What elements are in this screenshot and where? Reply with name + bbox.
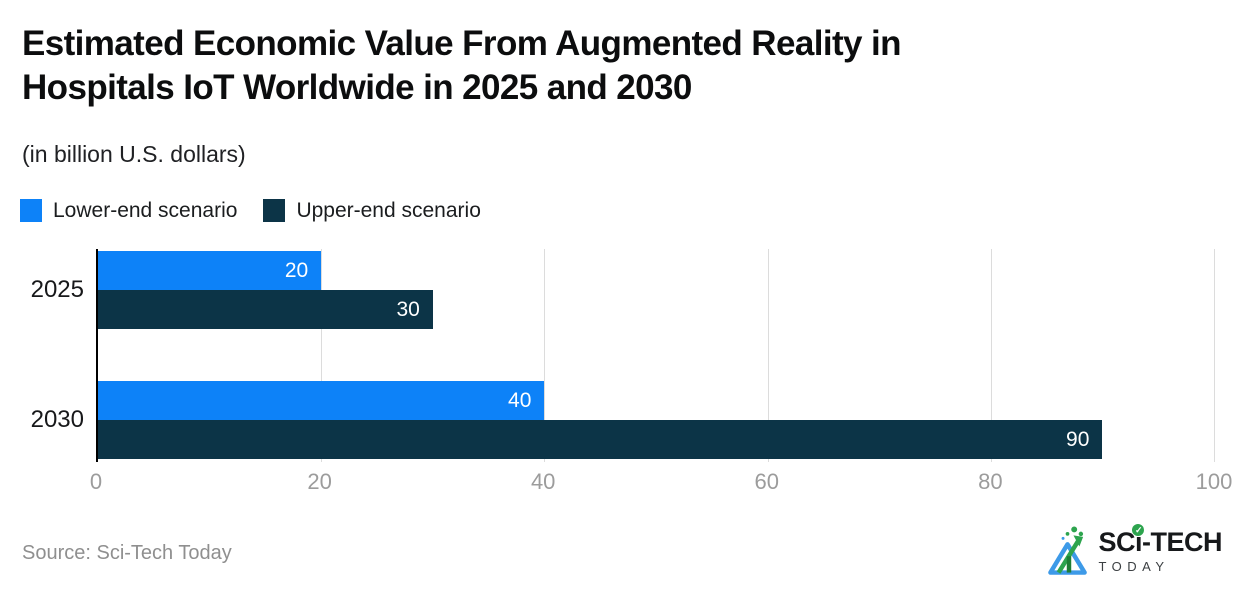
legend-item-lower-end: Lower-end scenario — [20, 199, 237, 223]
brand-check-icon: ✓ — [1132, 524, 1145, 537]
legend-label-upper-end: Upper-end scenario — [296, 198, 481, 222]
logo-text: SCi ✓ -TECH TODAY — [1098, 524, 1223, 574]
gridline-60 — [767, 249, 769, 462]
legend: Lower-end scenario Upper-end scenario — [20, 199, 1240, 222]
gridline-40 — [544, 249, 546, 462]
page-title: Estimated Economic Value From Augmented … — [22, 22, 1210, 110]
logo-mark-icon — [1048, 526, 1088, 575]
bar-2030-lower-end: 40 — [98, 381, 545, 420]
x-axis-tick-label-0: 0 — [89, 469, 103, 494]
bar-2025-upper-end: 30 — [98, 290, 433, 329]
bar-2030-upper-end: 90 — [98, 420, 1103, 459]
gridline-20 — [321, 249, 323, 462]
y-axis-label-2025: 2025 — [30, 276, 84, 303]
legend-label-lower-end: Lower-end scenario — [53, 198, 238, 222]
legend-swatch-lower-end — [20, 199, 42, 222]
bar-2025-lower-end: 20 — [98, 251, 322, 290]
legend-item-upper-end: Upper-end scenario — [263, 198, 481, 223]
chart-row: 20 30 40 90 2025 2030 — [0, 249, 1240, 462]
x-axis-tick-label-60: 60 — [754, 469, 780, 494]
brand-wordmark: SCi ✓ -TECH — [1098, 524, 1223, 558]
footer: Source: Sci-Tech Today SCi ✓ -TECH TODAY — [22, 524, 1223, 577]
chart-subtitle: (in billion U.S. dollars) — [22, 141, 246, 167]
source-text: Source: Sci-Tech Today — [22, 542, 232, 564]
legend-swatch-upper-end — [263, 199, 286, 222]
x-axis-tick-label-100: 100 — [1195, 469, 1233, 494]
x-axis-tick-label-20: 20 — [307, 469, 332, 494]
gridline-80 — [990, 249, 992, 462]
bar-value-label: 20 — [284, 258, 309, 282]
x-axis-tick-label-80: 80 — [978, 469, 1003, 494]
bar-value-label: 30 — [396, 297, 420, 321]
scitech-logo: SCi ✓ -TECH TODAY — [1045, 524, 1223, 577]
bar-value-label: 90 — [1066, 427, 1090, 451]
page-title-line-2: Hospitals IoT Worldwide in 2025 and 2030 — [22, 68, 692, 107]
bar-value-label: 40 — [508, 388, 532, 412]
y-axis-label-2030: 2030 — [30, 406, 84, 433]
x-axis-labels: 0 20 40 60 80 100 — [90, 469, 1232, 497]
plot-area: 20 30 40 90 — [96, 249, 1215, 462]
brand-tagline: TODAY — [1098, 558, 1170, 574]
page-title-line-1: Estimated Economic Value From Augmented … — [22, 24, 902, 63]
gridline-100 — [1214, 249, 1215, 462]
x-axis-tick-label-40: 40 — [530, 469, 556, 494]
